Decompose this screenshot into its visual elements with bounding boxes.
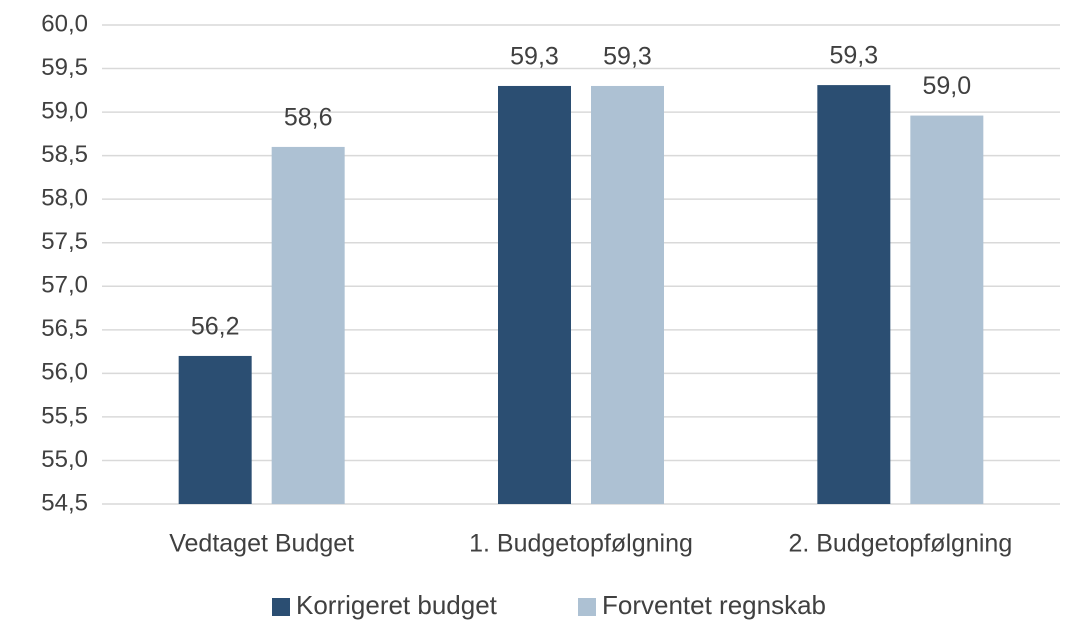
y-tick-label: 55,5	[41, 402, 88, 429]
x-tick-label: 2. Budgetopfølgning	[788, 530, 1012, 558]
y-tick-label: 55,0	[41, 446, 88, 473]
bar	[271, 146, 345, 504]
y-tick-label: 58,5	[41, 141, 88, 168]
y-tick-label: 59,5	[41, 54, 88, 81]
y-tick-label: 59,0	[41, 97, 88, 124]
x-tick-label: 1. Budgetopfølgning	[469, 530, 693, 558]
value-label: 59,0	[922, 72, 971, 100]
legend-swatch	[578, 598, 596, 616]
bar	[817, 85, 891, 505]
value-label: 58,6	[284, 104, 333, 132]
value-label: 56,2	[191, 313, 240, 341]
x-tick-label: Vedtaget Budget	[169, 530, 354, 558]
legend-swatch	[272, 598, 290, 616]
bar	[498, 85, 571, 505]
bar	[178, 355, 252, 504]
value-label: 59,3	[829, 42, 878, 70]
legend-label: Forventet regnskab	[602, 590, 826, 620]
value-label: 59,3	[510, 43, 559, 71]
y-tick-label: 57,5	[41, 228, 88, 255]
legend-label: Korrigeret budget	[296, 590, 498, 620]
bar	[910, 115, 984, 504]
y-tick-label: 58,0	[41, 185, 88, 212]
y-tick-label: 57,0	[41, 272, 88, 299]
y-tick-label: 54,5	[41, 489, 88, 516]
value-label: 59,3	[603, 43, 652, 71]
y-tick-label: 56,0	[41, 359, 88, 386]
y-tick-label: 56,5	[41, 315, 88, 342]
y-tick-label: 60,0	[41, 10, 88, 37]
bar	[591, 85, 664, 505]
